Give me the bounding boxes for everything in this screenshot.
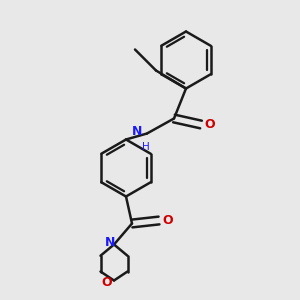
Text: H: H (142, 142, 149, 152)
Text: O: O (162, 214, 172, 227)
Text: N: N (132, 125, 142, 139)
Text: N: N (105, 236, 116, 250)
Text: O: O (204, 118, 214, 131)
Text: O: O (101, 275, 112, 289)
